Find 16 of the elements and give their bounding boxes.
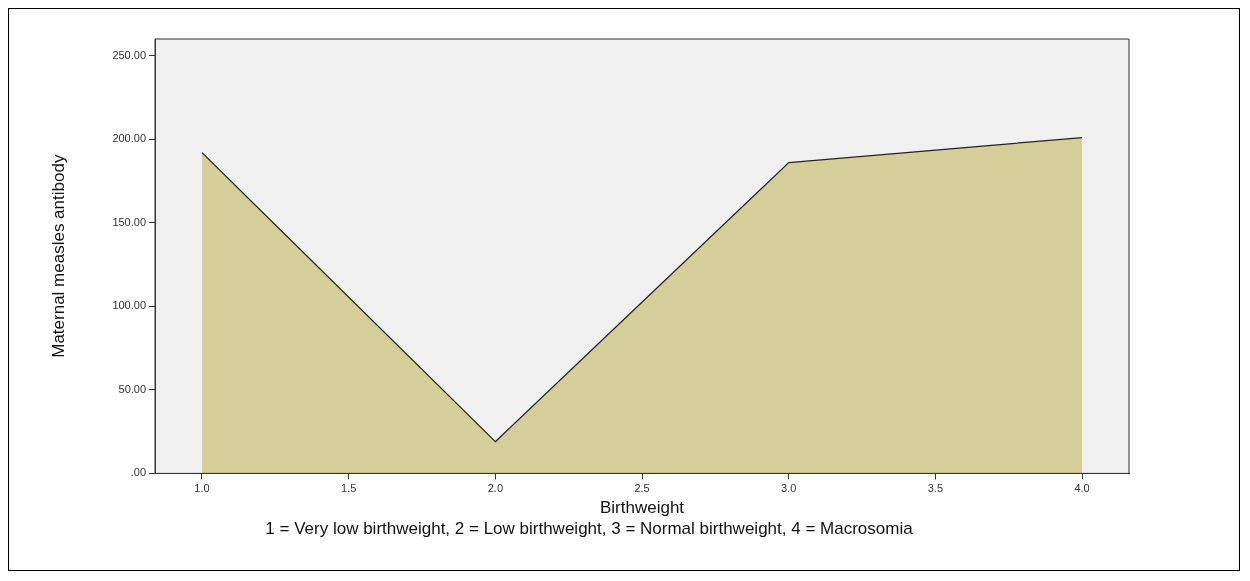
y-tick-label: 250.00 [112,48,147,61]
y-tick-label: 50.00 [118,382,147,395]
x-tick-label: 3.0 [781,482,797,495]
x-tick-label: 2.0 [487,482,503,495]
y-tick-label: 150.00 [112,215,147,228]
y-tick-label: 200.00 [112,132,147,145]
y-tick-label: 100.00 [112,299,147,312]
x-axis-title: Birthweight [599,498,685,518]
x-tick-label: 1.5 [341,482,357,495]
text: 1 = Very low birthweight, 2 = Low birthweight, 3 = Normal birthweight, 4 = Macrosomia [264,519,914,539]
x-tick-label: 1.0 [194,482,210,495]
y-tick-label: .00 [130,466,147,479]
x-tick-label: 3.5 [927,482,944,495]
x-tick-label: 2.5 [634,482,650,495]
y-axis-title: Maternal measles antibody [48,154,68,358]
x-tick-label: 4.0 [1074,482,1090,495]
